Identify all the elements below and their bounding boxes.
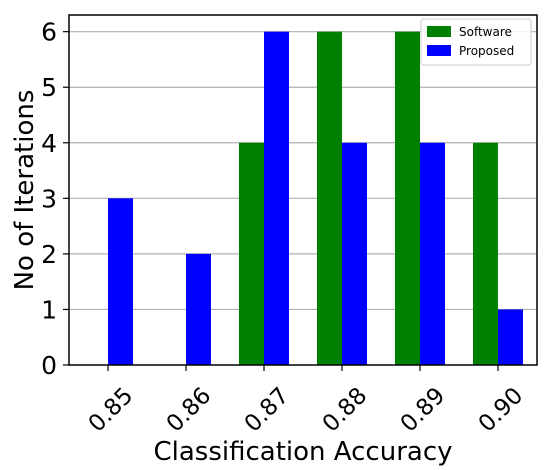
x-tick-label: 0.90 [474, 383, 529, 438]
y-tick-label: 2 [41, 240, 57, 269]
y-tick-label: 4 [41, 129, 57, 158]
bar-proposed [342, 142, 367, 365]
x-tick-label: 0.89 [396, 383, 451, 438]
x-tick-label: 0.87 [240, 383, 295, 438]
legend-swatch-proposed [427, 45, 451, 56]
bar-software [239, 142, 264, 365]
y-tick-label: 6 [41, 18, 57, 47]
x-tick-label: 0.88 [318, 383, 373, 438]
y-tick-label: 1 [41, 295, 57, 324]
legend-label-proposed: Proposed [459, 44, 514, 58]
bars [108, 31, 523, 366]
legend: Software Proposed [420, 18, 532, 66]
y-tick-label: 0 [41, 351, 57, 380]
bar-proposed [264, 31, 289, 366]
legend-label-software: Software [459, 25, 512, 39]
bar-software [317, 31, 342, 366]
legend-swatch-software [427, 26, 451, 37]
bar-software [473, 142, 498, 365]
x-tick-label: 0.86 [162, 383, 217, 438]
y-tick-label: 3 [41, 184, 57, 213]
bar-proposed [108, 198, 133, 365]
plot-frame [68, 14, 538, 366]
bar-proposed [186, 253, 211, 365]
bar-software [395, 31, 420, 366]
grid-lines [69, 31, 537, 311]
x-tick-label: 0.85 [84, 383, 139, 438]
x-axis-title: Classification Accuracy [154, 437, 453, 467]
y-tick-label: 5 [41, 73, 57, 102]
bar-proposed [420, 142, 445, 365]
y-axis-title: No of Iterations [10, 90, 40, 291]
bar-proposed [498, 309, 523, 365]
